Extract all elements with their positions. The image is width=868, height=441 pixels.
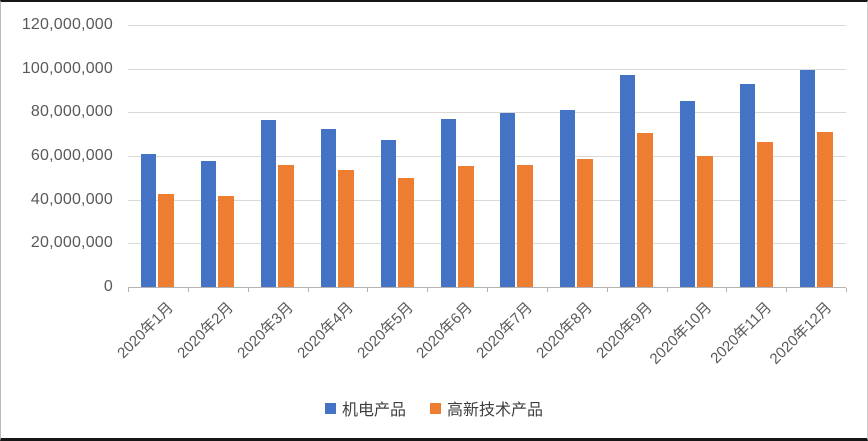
legend-swatch-icon xyxy=(324,402,336,414)
axis-tick xyxy=(367,288,369,292)
x-axis-label: 2020年4月 xyxy=(293,299,357,362)
gridline xyxy=(128,243,846,245)
legend-swatch-icon xyxy=(430,402,441,414)
x-axis-label: 2020年11月 xyxy=(707,299,776,367)
bar-s1-m3 xyxy=(261,119,277,287)
axis-tick xyxy=(187,288,189,292)
bar-s1-m6 xyxy=(440,118,456,287)
x-axis-label: 2020年7月 xyxy=(473,299,537,362)
axis-tick xyxy=(128,288,129,292)
bar-s2-m1 xyxy=(158,194,175,287)
y-axis-label: 80,000,000 xyxy=(30,103,113,121)
axis-tick xyxy=(606,288,608,292)
legend-label: 机电产品 xyxy=(341,402,406,419)
x-axis-label: 2020年12月 xyxy=(766,299,836,368)
x-axis-label: 2020年8月 xyxy=(533,299,596,362)
x-axis-label: 2020年6月 xyxy=(413,299,477,362)
legend: 机电产品 高新技术产品 xyxy=(1,397,867,419)
bar-s2-m12 xyxy=(816,131,833,287)
legend-item-1: 机电产品 xyxy=(324,396,406,420)
x-axis-label: 2020年2月 xyxy=(174,299,237,362)
axis-tick xyxy=(666,288,668,292)
x-axis-line xyxy=(128,287,846,288)
legend-label: 高新技术产品 xyxy=(447,402,544,419)
bar-s1-m5 xyxy=(380,139,396,287)
y-axis-label: 100,000,000 xyxy=(21,59,113,77)
bar-s2-m2 xyxy=(218,196,235,287)
axis-tick xyxy=(307,288,309,292)
bar-s2-m10 xyxy=(696,156,713,287)
bar-s2-m3 xyxy=(278,164,295,287)
gridline xyxy=(128,112,846,114)
bar-s2-m8 xyxy=(577,159,594,287)
bar-s2-m7 xyxy=(517,164,534,287)
gridline xyxy=(128,68,846,70)
axis-tick xyxy=(786,288,788,292)
x-axis-label: 2020年10月 xyxy=(646,299,716,368)
bar-s2-m4 xyxy=(337,170,354,287)
bar-s1-m2 xyxy=(201,161,217,287)
gridline xyxy=(128,199,846,201)
legend-item-2: 高新技术产品 xyxy=(430,396,543,420)
gridline xyxy=(128,25,846,26)
bar-s2-m11 xyxy=(756,141,773,287)
axis-tick xyxy=(726,288,728,292)
y-axis-label: 60,000,000 xyxy=(30,147,113,164)
bar-s2-m9 xyxy=(637,133,654,287)
axis-tick xyxy=(247,288,249,292)
x-axis-label: 2020年5月 xyxy=(353,299,417,362)
y-axis-label: 0 xyxy=(103,278,113,295)
bar-s1-m4 xyxy=(320,128,336,287)
bar-s1-m11 xyxy=(739,83,755,287)
x-axis-label: 2020年3月 xyxy=(234,299,297,362)
bar-s2-m6 xyxy=(457,165,474,287)
bar-s2-m5 xyxy=(397,177,414,287)
y-axis-label: 120,000,000 xyxy=(21,16,113,33)
y-axis-label: 40,000,000 xyxy=(30,190,113,208)
bar-s1-m9 xyxy=(620,75,636,287)
axis-tick xyxy=(546,288,548,292)
y-axis-label: 20,000,000 xyxy=(30,234,113,252)
bar-s1-m10 xyxy=(679,101,695,287)
axis-tick xyxy=(846,288,847,292)
bar-s1-m8 xyxy=(560,110,576,287)
bar-s1-m1 xyxy=(141,153,157,287)
bar-s1-m7 xyxy=(500,113,516,287)
x-axis-label: 2020年1月 xyxy=(114,299,178,362)
gridline xyxy=(128,156,846,157)
axis-tick xyxy=(487,288,488,292)
bar-s1-m12 xyxy=(799,69,815,287)
axis-tick xyxy=(427,288,429,292)
